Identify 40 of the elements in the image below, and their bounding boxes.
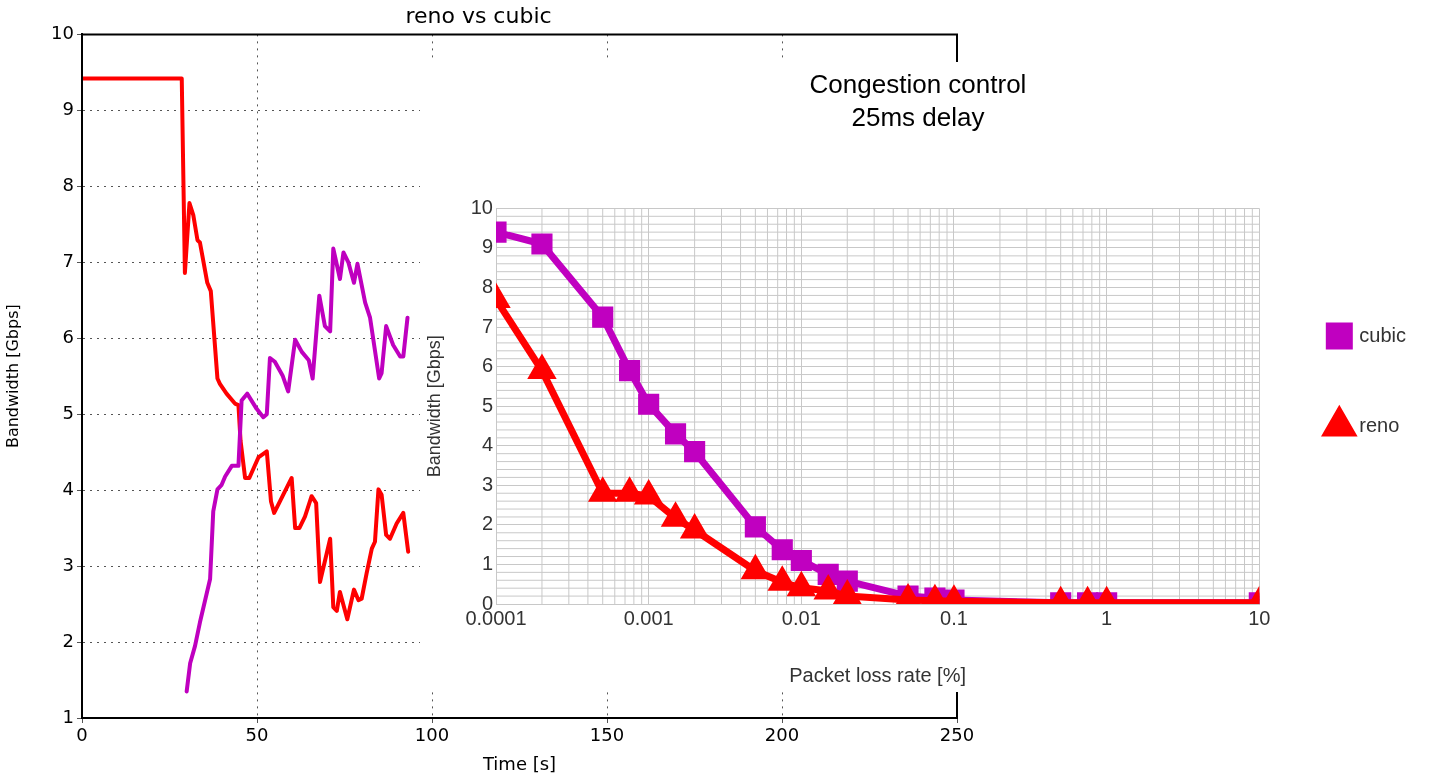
x-tick-label: 150 <box>589 724 625 746</box>
legend-label: reno <box>1359 413 1400 436</box>
chart-title: reno vs cubic <box>405 2 552 28</box>
y-tick-label: 8 <box>62 173 74 195</box>
x-tick-label: 1 <box>1101 606 1113 629</box>
y-tick-label: 3 <box>62 553 74 575</box>
x-tick-label: 0 <box>76 724 88 746</box>
y-tick-label: 1 <box>481 551 493 574</box>
y-tick-label: 10 <box>470 195 493 218</box>
y-tick-label: 7 <box>481 314 493 337</box>
y-tick-label: 7 <box>62 249 74 271</box>
y-tick-label: 3 <box>481 472 493 495</box>
y-axis-title: Bandwidth [Gbps] <box>423 335 444 478</box>
y-tick-label: 5 <box>62 401 74 423</box>
x-tick-label: 0.001 <box>623 606 674 629</box>
chart-subtitle: 25ms delay <box>851 101 985 132</box>
y-tick-label: 9 <box>481 235 493 258</box>
x-axis-title: Packet loss rate [%] <box>789 663 967 686</box>
y-tick-label: 6 <box>481 354 493 377</box>
x-tick-label: 200 <box>764 724 800 746</box>
x-tick-label: 10 <box>1248 606 1271 629</box>
x-axis-title: Time [s] <box>481 752 557 774</box>
x-tick-label: 50 <box>245 724 269 746</box>
y-tick-label: 9 <box>62 98 74 120</box>
y-axis-title: Bandwidth [Gbps] <box>2 304 22 449</box>
legend-label: cubic <box>1359 323 1407 346</box>
y-tick-label: 2 <box>481 512 493 535</box>
y-tick-label: 6 <box>62 325 74 347</box>
x-tick-label: 250 <box>939 724 975 746</box>
chart-title: Congestion control <box>809 68 1027 99</box>
x-tick-label: 100 <box>414 724 450 746</box>
y-tick-label: 10 <box>51 22 74 44</box>
x-tick-label: 0.1 <box>940 606 968 629</box>
y-tick-label: 1 <box>62 705 74 727</box>
y-tick-label: 4 <box>481 433 493 456</box>
x-tick-label: 0.01 <box>781 606 821 629</box>
y-tick-label: 4 <box>62 477 74 499</box>
y-tick-label: 5 <box>481 393 493 416</box>
y-tick-label: 2 <box>62 629 74 651</box>
y-tick-label: 8 <box>481 275 493 298</box>
